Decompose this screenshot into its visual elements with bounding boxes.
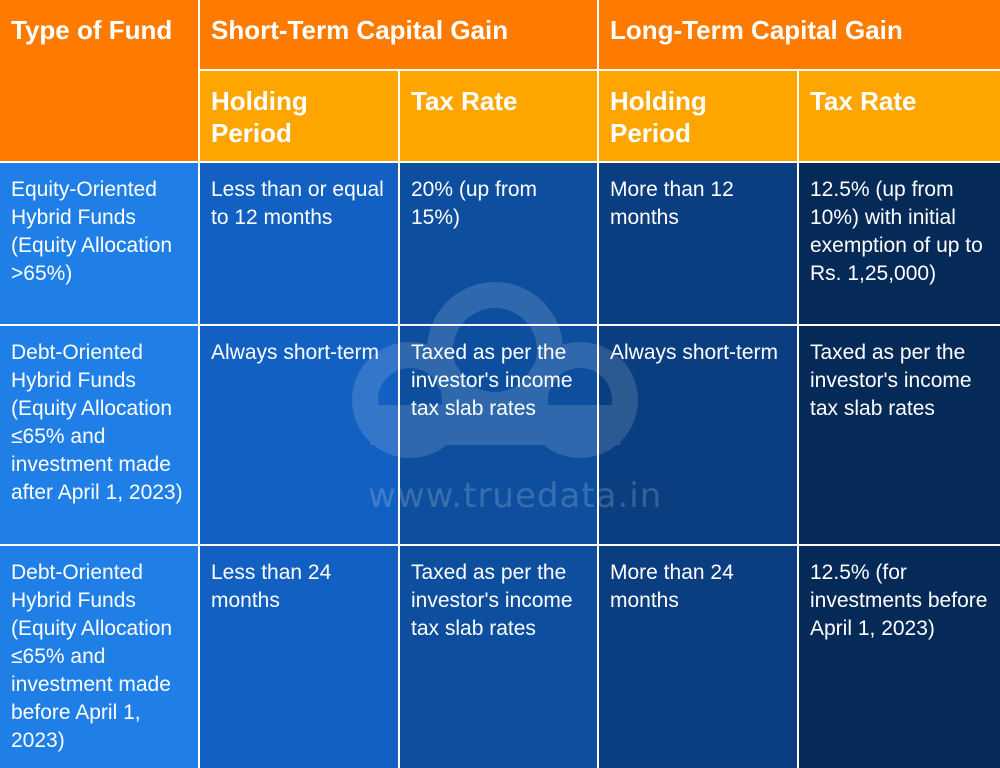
table-cell-fund-type: Debt-Oriented Hybrid Funds (Equity Alloc… [0, 326, 200, 546]
table-cell-ltcg-holding: Always short-term [599, 326, 799, 546]
table-cell-stcg-holding: Always short-term [200, 326, 400, 546]
header-stcg-tax-rate: Tax Rate [400, 71, 599, 163]
table-cell-stcg-rate: Taxed as per the investor's income tax s… [400, 546, 599, 768]
header-ltcg-tax-rate: Tax Rate [799, 71, 1000, 163]
table-cell-ltcg-holding: More than 12 months [599, 163, 799, 326]
table-cell-stcg-holding: Less than 24 months [200, 546, 400, 768]
table-cell-ltcg-holding: More than 24 months [599, 546, 799, 768]
header-stcg-holding-period: Holding Period [200, 71, 400, 163]
header-short-term-capital-gain: Short-Term Capital Gain [200, 0, 599, 71]
table-cell-stcg-holding: Less than or equal to 12 months [200, 163, 400, 326]
table-cell-fund-type: Equity-Oriented Hybrid Funds (Equity All… [0, 163, 200, 326]
header-long-term-capital-gain: Long-Term Capital Gain [599, 0, 1000, 71]
table-cell-fund-type: Debt-Oriented Hybrid Funds (Equity Alloc… [0, 546, 200, 768]
header-ltcg-holding-period: Holding Period [599, 71, 799, 163]
table-cell-ltcg-rate: 12.5% (up from 10%) with initial exempti… [799, 163, 1000, 326]
table-cell-stcg-rate: 20% (up from 15%) [400, 163, 599, 326]
table-cell-stcg-rate: Taxed as per the investor's income tax s… [400, 326, 599, 546]
table-cell-ltcg-rate: 12.5% (for investments before April 1, 2… [799, 546, 1000, 768]
table-cell-ltcg-rate: Taxed as per the investor's income tax s… [799, 326, 1000, 546]
header-type-of-fund: Type of Fund [0, 0, 200, 163]
